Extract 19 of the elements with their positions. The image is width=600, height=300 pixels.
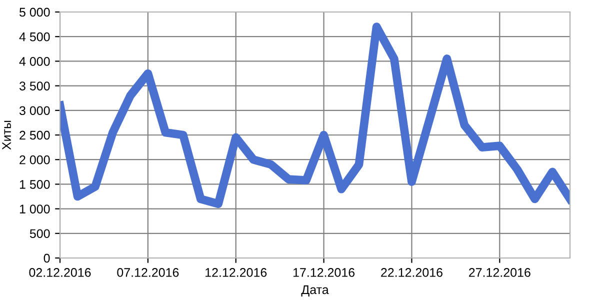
y-tick-label: 3 000 (19, 106, 50, 116)
y-axis-title: Хиты (2, 120, 11, 150)
y-tick-label: 500 (30, 229, 50, 238)
x-axis-title: Дата (301, 285, 329, 296)
x-tick-label: 07.12.2016 (117, 268, 179, 277)
y-tick-label: 1 500 (20, 180, 50, 189)
x-tick-label: 22.12.2016 (381, 268, 442, 277)
x-tick-label: 27.12.2016 (469, 268, 530, 277)
y-tick-label: 2 500 (20, 130, 50, 140)
y-tick-label: 0 (44, 254, 50, 263)
y-tick-label: 4 500 (19, 32, 50, 42)
y-tick-label: 2 000 (20, 155, 50, 164)
x-tick-label: 12.12.2016 (206, 268, 267, 277)
x-tick-label: 17.12.2016 (293, 268, 355, 277)
y-tick-label: 3 500 (19, 82, 50, 90)
y-tick-label: 5 000 (20, 8, 50, 17)
y-tick-label: 1 000 (20, 204, 50, 214)
x-tick-label: 02.12.2016 (29, 268, 91, 277)
y-tick-label: 4 000 (19, 57, 50, 66)
